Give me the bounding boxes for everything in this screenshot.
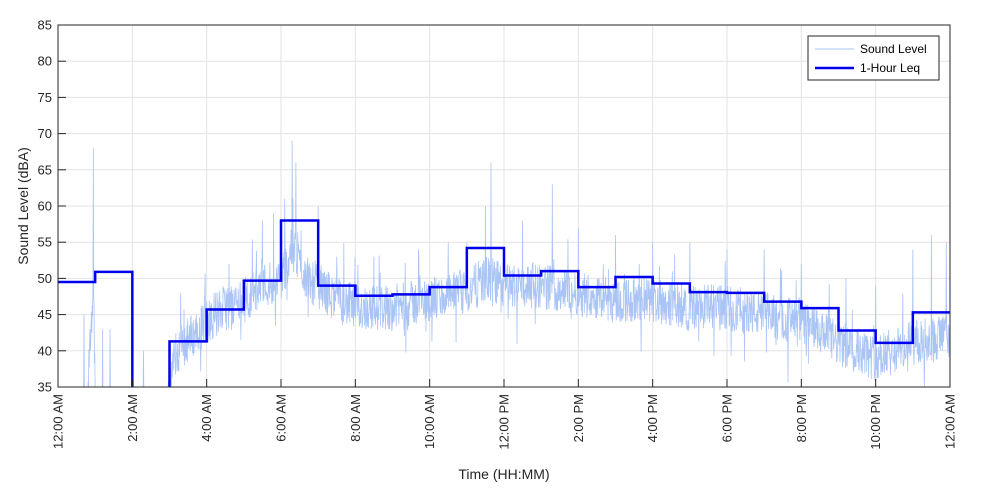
- y-axis-title: Sound Level (dBA): [15, 147, 31, 265]
- x-axis-title: Time (HH:MM): [458, 466, 549, 482]
- legend: Sound Level 1-Hour Leq: [807, 35, 940, 81]
- y-tick-label: 35: [38, 380, 52, 395]
- leq-series: [58, 219, 950, 387]
- x-axis: 12:00 AM 2:00 AM 4:00 AM 6:00 AM 8:00 AM 10:0…: [51, 379, 958, 450]
- y-tick-label: 50: [38, 271, 52, 286]
- legend-label-leq: 1-Hour Leq: [860, 61, 920, 75]
- x-tick-label: 12:00 AM: [51, 394, 66, 449]
- x-tick-label: 8:00 PM: [794, 394, 809, 442]
- x-tick-label: 2:00 AM: [125, 394, 140, 442]
- x-tick-label: 12:00 AM: [943, 394, 958, 449]
- x-tick-label: 8:00 AM: [348, 394, 363, 442]
- x-tick-label: 6:00 AM: [274, 394, 289, 442]
- x-tick-label: 4:00 PM: [645, 394, 660, 442]
- y-tick-label: 40: [38, 343, 52, 358]
- y-tick-label: 85: [38, 18, 52, 33]
- y-tick-label: 65: [38, 162, 52, 177]
- x-tick-label: 12:00 PM: [497, 394, 512, 450]
- y-axis: 35 40 45 50 55 60 65 70 75 80 85: [38, 18, 66, 395]
- y-tick-label: 70: [38, 126, 52, 141]
- legend-box: [807, 35, 940, 81]
- y-tick-label: 55: [38, 235, 52, 250]
- leq-step-line: [58, 219, 950, 387]
- y-tick-label: 45: [38, 307, 52, 322]
- x-tick-label: 10:00 PM: [868, 394, 883, 450]
- x-tick-label: 2:00 PM: [571, 394, 586, 442]
- legend-label-sound-level: Sound Level: [860, 42, 927, 56]
- x-tick-label: 10:00 AM: [422, 394, 437, 449]
- x-tick-label: 6:00 PM: [720, 394, 735, 442]
- x-tick-label: 4:00 AM: [199, 394, 214, 442]
- y-tick-label: 60: [38, 199, 52, 214]
- y-tick-label: 80: [38, 54, 52, 69]
- y-tick-label: 75: [38, 90, 52, 105]
